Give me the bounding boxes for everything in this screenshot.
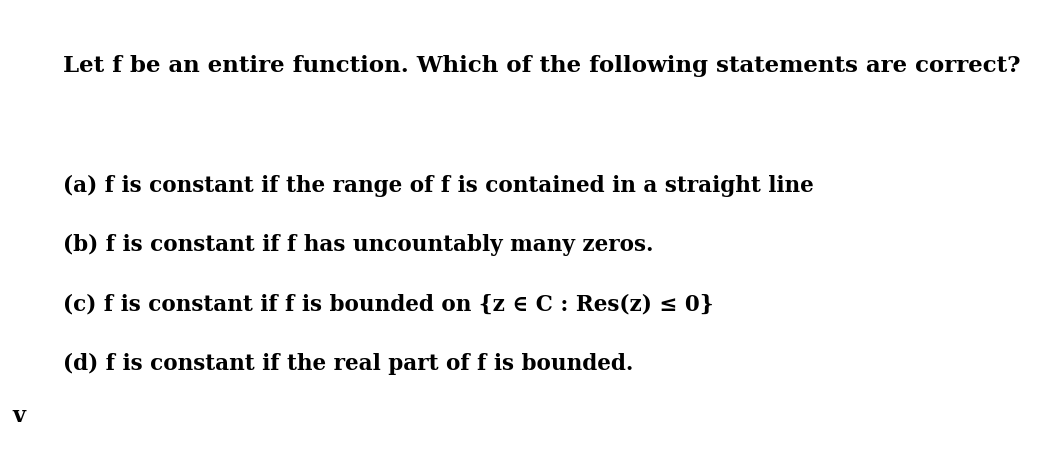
Text: v: v: [13, 405, 25, 427]
Text: (d) f is constant if the real part of f is bounded.: (d) f is constant if the real part of f …: [63, 353, 634, 375]
Text: Let f be an entire function. Which of the following statements are correct?: Let f be an entire function. Which of th…: [63, 55, 1021, 76]
Text: (a) f is constant if the range of f is contained in a straight line: (a) f is constant if the range of f is c…: [63, 175, 814, 197]
Text: (b) f is constant if f has uncountably many zeros.: (b) f is constant if f has uncountably m…: [63, 234, 654, 257]
Text: (c) f is constant if f is bounded on {z ∈ C : Res(z) ≤ 0}: (c) f is constant if f is bounded on {z …: [63, 293, 714, 315]
